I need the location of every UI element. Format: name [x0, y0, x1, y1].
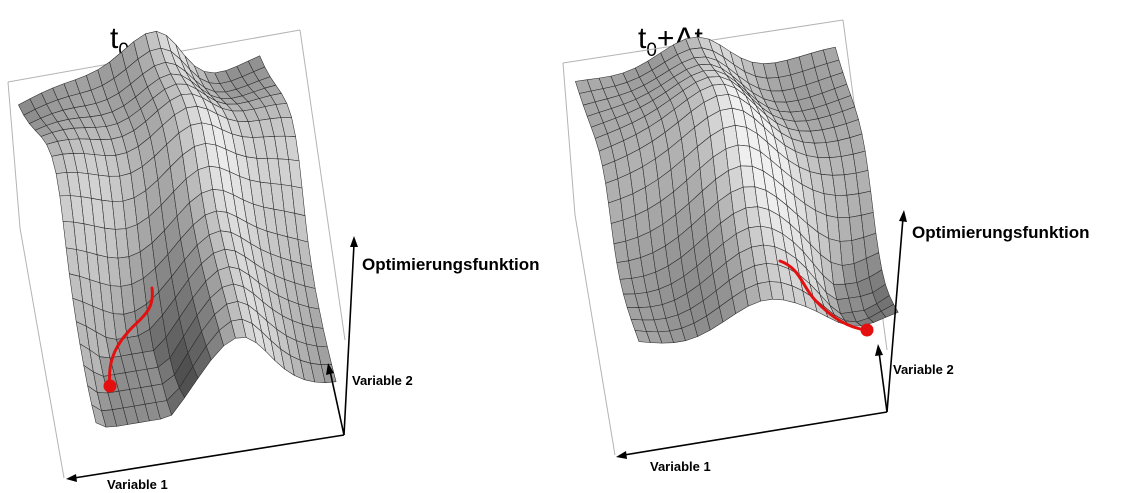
left-z-axis-label: Optimierungsfunktion: [362, 255, 540, 274]
left-axes: [66, 236, 358, 482]
right-z-axis-label: Optimierungsfunktion: [912, 223, 1090, 242]
right-optimum-marker: [860, 323, 874, 337]
left-optimum-marker: [103, 379, 117, 393]
surface-facet: [852, 150, 869, 174]
left-x-axis: [73, 434, 345, 479]
right-axes: [616, 210, 907, 459]
right-x-axis: [623, 411, 888, 456]
left-y-axis-label: Variable 2: [352, 373, 413, 388]
left-z-axis: [343, 243, 355, 436]
right-y-axis-label: Variable 2: [893, 362, 954, 377]
left-optimization-path: [108, 286, 154, 388]
left-x-axis-label: Variable 1: [107, 477, 168, 492]
surface-facet: [861, 212, 877, 238]
right-optimization-path: [778, 259, 869, 332]
surface-facet: [855, 170, 871, 194]
surface-facet: [880, 304, 899, 318]
right-x-axis-label: Variable 1: [650, 459, 711, 474]
surface-facet: [858, 190, 874, 216]
right-y-axis: [878, 351, 888, 413]
right-surface-mesh: [575, 36, 899, 344]
left-y-axis: [329, 370, 345, 436]
right-panel: t0+Δt Optimierungsfunktion Variable 2 Va…: [562, 19, 1090, 474]
right-z-axis: [886, 217, 904, 413]
left-surface-mesh: [18, 31, 337, 428]
left-panel: t0 Optimierungsfunktion Variable 2 Varia…: [7, 22, 540, 492]
